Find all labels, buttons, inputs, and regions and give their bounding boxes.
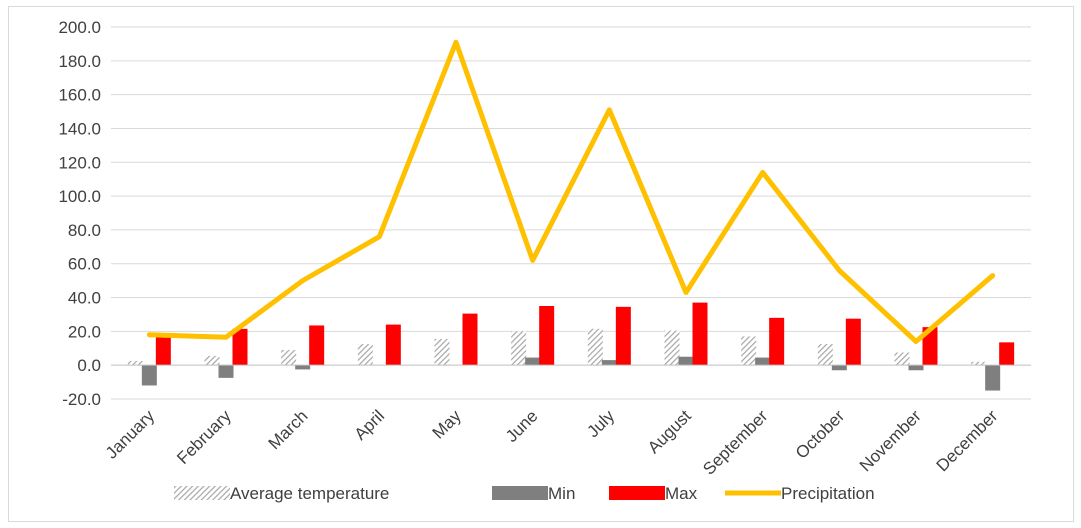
bar-max	[155, 336, 171, 366]
x-tick-label: July	[583, 406, 618, 441]
y-tick-label: 180.0	[58, 52, 101, 71]
bar-max	[615, 306, 631, 366]
bar-min	[141, 365, 157, 386]
bar-max	[769, 317, 785, 366]
x-tick-label: May	[429, 406, 465, 442]
x-tick-label: December	[933, 406, 1002, 475]
bar-min	[295, 365, 311, 370]
y-tick-label: 140.0	[58, 119, 101, 138]
bar-max	[845, 318, 861, 366]
bar-max	[922, 327, 938, 366]
bar-average-temperature	[971, 361, 987, 366]
bar-average-temperature	[127, 360, 143, 366]
bar-min	[601, 360, 617, 366]
gridlines	[111, 26, 1031, 400]
legend-swatch	[174, 486, 230, 500]
y-tick-label: 120.0	[58, 153, 101, 172]
x-tick-label: September	[699, 406, 771, 478]
x-tick-label: March	[265, 406, 312, 453]
x-tick-label: June	[502, 406, 542, 446]
legend-precipitation: Precipitation	[725, 484, 875, 503]
bar-min	[678, 356, 694, 366]
x-tick-label: October	[792, 406, 848, 462]
x-tick-label: February	[173, 406, 235, 468]
legend-max: Max	[609, 484, 698, 503]
legend-label: Average temperature	[230, 484, 389, 503]
legend-average-temperature: Average temperature	[174, 484, 389, 503]
bar-min	[831, 365, 847, 371]
bar-average-temperature	[894, 352, 910, 366]
y-tick-label: 100.0	[58, 187, 101, 206]
legend-label: Precipitation	[781, 484, 875, 503]
bar-max	[462, 313, 478, 366]
combo-chart: -20.0 0.0 20.0 40.0 60.0 80.0 100.0 120.0 140.0 1…	[58, 18, 1031, 503]
bar-average-temperature	[664, 330, 680, 366]
x-tick-label: April	[351, 406, 388, 443]
x-tick-label: November	[856, 406, 925, 475]
bar-average-temperature	[281, 349, 297, 366]
legend: Average temperature Min Max Precipitation	[174, 484, 875, 503]
legend-label: Max	[665, 484, 698, 503]
legend-label: Min	[548, 484, 575, 503]
bar-max	[692, 302, 708, 366]
bar-average-temperature	[434, 338, 450, 366]
legend-swatch	[609, 486, 665, 500]
y-axis-tick-labels: -20.0 0.0 20.0 40.0 60.0 80.0 100.0 120.0 140.0 1…	[58, 18, 101, 409]
y-tick-label: 20.0	[68, 322, 101, 341]
legend-swatch	[492, 486, 548, 500]
y-tick-label: 60.0	[68, 255, 101, 274]
precipitation-line	[146, 39, 996, 345]
y-tick-label: 40.0	[68, 289, 101, 308]
bar-max	[385, 324, 401, 366]
chart-frame: -20.0 0.0 20.0 40.0 60.0 80.0 100.0 120.0 140.0 1…	[8, 6, 1074, 522]
x-axis-tick-labels: January February March April May June July Augu…	[102, 406, 1002, 479]
y-tick-label: 80.0	[68, 221, 101, 240]
bar-min	[985, 365, 1001, 391]
y-tick-label: -20.0	[62, 390, 101, 409]
y-tick-label: 160.0	[58, 86, 101, 105]
line-precipitation	[146, 39, 996, 345]
bar-max	[999, 342, 1015, 366]
bar-max	[232, 328, 248, 366]
x-tick-label: August	[644, 406, 695, 457]
bar-max	[309, 325, 325, 366]
bar-average-temperature	[817, 344, 833, 366]
bar-average-temperature	[741, 336, 757, 366]
y-tick-label: 0.0	[77, 356, 101, 375]
bar-min	[755, 357, 771, 366]
bar-average-temperature	[511, 331, 527, 366]
x-tick-label: January	[102, 406, 159, 463]
bar-min	[525, 357, 541, 366]
bar-average-temperature	[587, 328, 603, 366]
bar-average-temperature	[204, 355, 220, 366]
bar-min	[908, 365, 924, 371]
bars	[127, 302, 1015, 391]
bar-average-temperature	[357, 344, 373, 366]
legend-min: Min	[492, 484, 575, 503]
bar-min	[218, 365, 234, 378]
y-tick-label: 200.0	[58, 18, 101, 37]
bar-max	[539, 306, 555, 366]
